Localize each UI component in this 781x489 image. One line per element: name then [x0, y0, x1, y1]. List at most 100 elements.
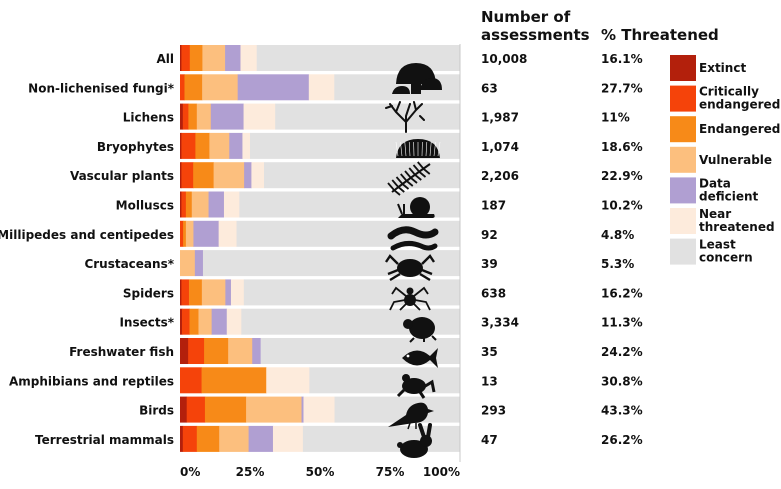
bar-segment-endangered	[197, 426, 220, 452]
threatened-value: 24.2%	[601, 345, 643, 359]
category-label: Freshwater fish	[69, 345, 174, 359]
bar-segment-least-concern	[309, 367, 460, 393]
bar-segment-near-threatened	[244, 104, 276, 130]
bar-segment-data-deficient	[249, 426, 274, 452]
bar-segment-data-deficient	[238, 74, 310, 100]
x-tick-label: 50%	[306, 465, 335, 479]
bar-segment-data-deficient	[193, 221, 219, 247]
bar-segment-endangered	[190, 309, 199, 335]
bar-segment-data-deficient	[211, 104, 244, 130]
assessments-value: 2,206	[481, 169, 519, 183]
bar-segment-vulnerable	[219, 426, 249, 452]
bar-segment-endangered	[195, 133, 209, 159]
bar-segment-endangered	[204, 338, 228, 364]
bar-segment-critically-endangered	[181, 162, 193, 188]
threatened-value: 5.3%	[601, 257, 634, 271]
legend-swatch	[670, 208, 696, 234]
assessments-value: 35	[481, 345, 498, 359]
assessments-header-line1: Number of	[481, 8, 571, 26]
bar-segment-data-deficient	[195, 250, 204, 276]
assessments-value: 10,008	[481, 52, 527, 66]
bar-segment-critically-endangered	[182, 309, 190, 335]
x-tick-label: 75%	[376, 465, 405, 479]
bar-segment-critically-endangered	[181, 279, 189, 305]
bar-segment-extinct	[180, 426, 183, 452]
bar-segment-near-threatened	[266, 367, 310, 393]
bar-segment-vulnerable	[209, 133, 229, 159]
bar-segment-endangered	[193, 162, 214, 188]
bar-segment-near-threatened	[227, 309, 242, 335]
assessments-value: 63	[481, 81, 498, 95]
legend-item-endangered: Endangered	[670, 116, 780, 142]
bar-segment-extinct	[180, 338, 189, 364]
bar-segment-critically-endangered	[181, 45, 190, 71]
category-label: All	[156, 52, 174, 66]
legend-swatch	[670, 177, 696, 203]
category-label: Amphibians and reptiles	[9, 374, 174, 388]
legend-item-extinct: Extinct	[670, 55, 746, 81]
category-label: Terrestrial mammals	[35, 433, 174, 447]
category-label: Birds	[139, 404, 174, 418]
bar-segment-extinct	[180, 104, 183, 130]
category-label: Bryophytes	[97, 140, 174, 154]
assessments-value: 92	[481, 228, 498, 242]
bar-segment-least-concern	[264, 162, 460, 188]
legend-label: Extinct	[699, 61, 746, 75]
assessments-value: 3,334	[481, 316, 519, 330]
bar-segment-vulnerable	[202, 279, 226, 305]
bar-segment-least-concern	[303, 426, 460, 452]
bar-segment-critically-endangered	[180, 74, 185, 100]
bar-segment-data-deficient	[244, 162, 252, 188]
assessments-value: 47	[481, 433, 498, 447]
bar-segment-near-threatened	[240, 45, 257, 71]
bar-segment-critically-endangered	[181, 133, 195, 159]
threatened-value: 11.3%	[601, 316, 643, 330]
bar-segment-near-threatened	[309, 74, 335, 100]
bar-segment-critically-endangered	[187, 397, 206, 423]
bar-segment-critically-endangered	[180, 367, 202, 393]
x-tick-label: 25%	[236, 465, 265, 479]
bar-segment-data-deficient	[225, 279, 231, 305]
bar-segment-endangered	[202, 367, 267, 393]
threatened-header: % Threatened	[601, 26, 719, 44]
legend-swatch	[670, 86, 696, 112]
bar-segment-vulnerable	[202, 45, 225, 71]
bar-segment-critically-endangered	[181, 192, 186, 218]
bar-segment-vulnerable	[186, 221, 194, 247]
bar-segment-vulnerable	[214, 162, 245, 188]
bar-segment-data-deficient	[229, 133, 243, 159]
bar-segment-near-threatened	[303, 397, 334, 423]
bar-segment-near-threatened	[242, 133, 250, 159]
x-tick-label: 0%	[180, 465, 200, 479]
category-label: Spiders	[123, 286, 174, 300]
bar-segment-endangered	[189, 279, 202, 305]
bar-segment-near-threatened	[224, 192, 240, 218]
category-label: Crustaceans*	[84, 257, 174, 271]
category-label: Insects*	[119, 316, 174, 330]
legend-item-vulnerable: Vulnerable	[670, 147, 772, 173]
bar-segment-least-concern	[257, 45, 461, 71]
bar-segment-endangered	[184, 74, 202, 100]
assessments-value: 1,987	[481, 111, 519, 125]
bar-segment-near-threatened	[273, 426, 303, 452]
assessments-value: 1,074	[481, 140, 519, 154]
bar-segment-endangered	[205, 397, 247, 423]
assessments-value: 13	[481, 374, 498, 388]
assessments-value: 39	[481, 257, 498, 271]
bar-segment-critically-endangered	[183, 426, 197, 452]
bar-segment-vulnerable	[198, 309, 212, 335]
category-label: Lichens	[123, 111, 174, 125]
bar-segment-endangered	[188, 104, 197, 130]
bar-segment-near-threatened	[219, 221, 237, 247]
assessments-value: 638	[481, 286, 506, 300]
bar-segment-vulnerable	[228, 338, 252, 364]
bar-segment-critically-endangered	[180, 221, 183, 247]
bar-segment-data-deficient	[212, 309, 228, 335]
x-tick-label: 100%	[423, 465, 460, 479]
